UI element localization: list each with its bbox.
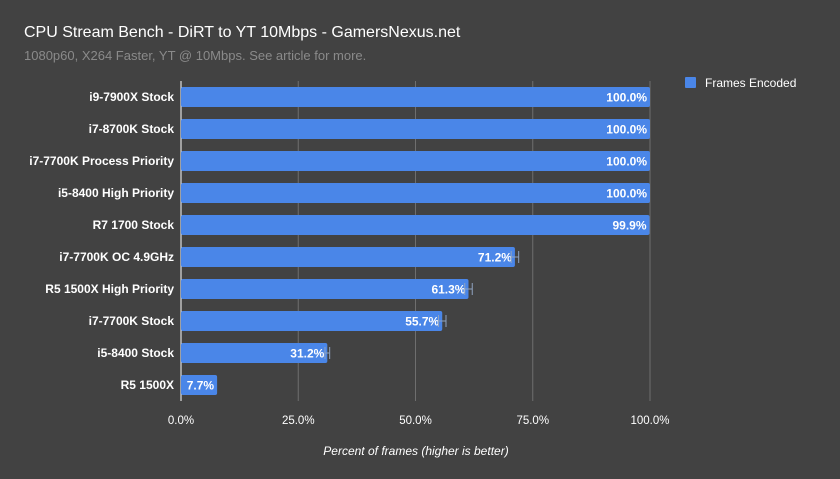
x-axis-label: Percent of frames (higher is better): [323, 444, 508, 458]
bar: [181, 375, 218, 395]
bar: [181, 183, 650, 203]
category-label: R5 1500X: [121, 378, 174, 392]
data-label: 100.0%: [606, 91, 647, 105]
category-label: i7-7700K Process Priority: [29, 154, 174, 168]
chart-subtitle: 1080p60, X264 Faster, YT @ 10Mbps. See a…: [24, 48, 366, 63]
legend-swatch: [685, 77, 696, 88]
data-label: 55.7%: [405, 315, 439, 329]
data-label: 100.0%: [606, 187, 647, 201]
x-tick-label: 50.0%: [399, 415, 432, 427]
legend[interactable]: Frames Encoded: [685, 76, 796, 90]
category-label: i7-8700K Stock: [89, 122, 175, 136]
category-label: i5-8400 High Priority: [58, 186, 174, 200]
bar: [181, 119, 650, 139]
x-tick-label: 25.0%: [282, 415, 315, 427]
data-label: 31.2%: [290, 347, 324, 361]
bar: [181, 311, 443, 331]
data-label: 100.0%: [606, 155, 647, 169]
bar: [181, 279, 469, 299]
category-label: i5-8400 Stock: [97, 346, 174, 360]
category-label: i9-7900X Stock: [89, 90, 174, 104]
bar: [181, 151, 650, 171]
data-label: 99.9%: [612, 219, 646, 233]
data-label: 71.2%: [478, 251, 512, 265]
category-label: R5 1500X High Priority: [45, 282, 174, 296]
chart-title: CPU Stream Bench - DiRT to YT 10Mbps - G…: [24, 24, 461, 41]
data-label: 7.7%: [187, 379, 215, 393]
x-tick-label: 0.0%: [168, 415, 194, 427]
legend-label: Frames Encoded: [705, 76, 796, 90]
data-label: 100.0%: [606, 123, 647, 137]
x-tick-label: 100.0%: [630, 415, 669, 427]
category-label: R7 1700 Stock: [93, 218, 175, 232]
category-label: i7-7700K OC 4.9GHz: [59, 250, 174, 264]
data-label: 61.3%: [431, 283, 465, 297]
x-ticks: 0.0% 25.0% 50.0% 75.0% 100.0%: [168, 415, 670, 427]
bar: [181, 247, 515, 267]
bars: 100.0% 100.0% 100.0% 100.0% 99.9% 71.2% 61.3% 5…: [181, 87, 650, 395]
bar: [181, 343, 328, 363]
category-label: i7-7700K Stock: [89, 314, 175, 328]
category-labels: i9-7900X Stock i7-8700K Stock i7-7700K Pro…: [29, 90, 174, 392]
bar: [181, 87, 650, 107]
bar: [181, 215, 650, 235]
x-tick-label: 75.0%: [516, 415, 549, 427]
